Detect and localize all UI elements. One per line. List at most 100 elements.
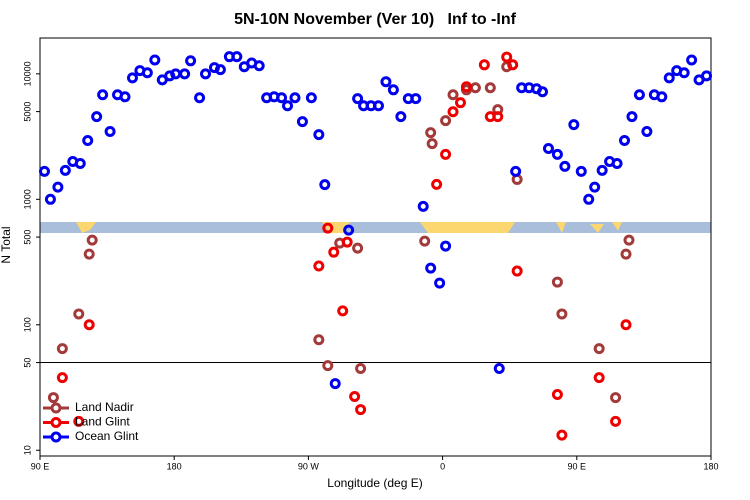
scatter-point xyxy=(170,68,182,80)
scatter-point xyxy=(419,235,431,247)
legend-label: Ocean Glint xyxy=(75,429,139,443)
scatter-point xyxy=(568,119,580,131)
scatter-point xyxy=(417,200,429,212)
scatter-point xyxy=(141,67,153,79)
chart-title: 5N-10N November (Ver 10) Inf to -Inf xyxy=(234,11,517,28)
scatter-point xyxy=(620,319,632,331)
scatter-point xyxy=(387,84,399,96)
legend-marker xyxy=(50,402,62,414)
scatter-point xyxy=(395,111,407,123)
scatter-point xyxy=(478,59,490,71)
scatter-point xyxy=(83,248,95,260)
y-tick-label: 5000 xyxy=(22,102,32,122)
scatter-point xyxy=(440,148,452,160)
scatter-point xyxy=(322,360,334,372)
scatter-point xyxy=(56,343,68,355)
scatter-point xyxy=(97,89,109,101)
scatter-point xyxy=(119,91,131,103)
scatter-point xyxy=(593,343,605,355)
scatter-point xyxy=(440,115,452,127)
legend-label: Land Nadir xyxy=(75,400,134,414)
y-tick-label: 100 xyxy=(22,317,32,332)
scatter-point xyxy=(313,334,325,346)
scatter-point xyxy=(44,193,56,205)
scatter-point xyxy=(575,165,587,177)
scatter-point xyxy=(425,262,437,274)
scatter-point xyxy=(559,160,571,172)
scatter-point xyxy=(492,111,504,123)
x-axis-label: Longitude (deg E) xyxy=(327,476,422,490)
scatter-point xyxy=(678,67,690,79)
scatter-point xyxy=(289,92,301,104)
scatter-point xyxy=(313,129,325,141)
scatter-point xyxy=(434,277,446,289)
scatter-point xyxy=(149,54,161,66)
y-axis-label: N Total xyxy=(0,226,13,263)
scatter-point xyxy=(493,363,505,375)
scatter-point xyxy=(47,392,59,404)
scatter-point xyxy=(511,265,523,277)
x-tick-label: 0 xyxy=(440,461,445,471)
scatter-point xyxy=(52,181,64,193)
scatter-point xyxy=(551,389,563,401)
scatter-point xyxy=(454,97,466,109)
y-tick-label: 1000 xyxy=(22,189,32,209)
scatter-point xyxy=(686,54,698,66)
y-tick-label: 50 xyxy=(22,358,32,368)
scatter-point xyxy=(620,248,632,260)
scatter-point xyxy=(656,91,668,103)
scatter-point xyxy=(447,89,459,101)
scatter-point xyxy=(313,260,325,272)
x-tick-label: 180 xyxy=(703,461,718,471)
scatter-point xyxy=(56,372,68,384)
scatter-point xyxy=(349,391,361,403)
scatter-point xyxy=(507,59,519,71)
scatter-point xyxy=(551,276,563,288)
scatter-point xyxy=(73,415,85,427)
scatter-point xyxy=(447,106,459,118)
y-tick-label: 10000 xyxy=(22,61,32,86)
scatter-point xyxy=(343,224,355,236)
scatter-point xyxy=(214,64,226,76)
legend-marker xyxy=(50,431,62,443)
scatter-point xyxy=(126,72,138,84)
scatter-point xyxy=(352,93,364,105)
scatter-point xyxy=(596,164,608,176)
scatter-point xyxy=(484,82,496,94)
legend-label: Land Glint xyxy=(75,415,130,429)
scatter-point xyxy=(551,148,563,160)
scatter-point xyxy=(556,308,568,320)
map-strip xyxy=(40,222,711,233)
scatter-point xyxy=(355,363,367,375)
scatter-point xyxy=(510,165,522,177)
scatter-point xyxy=(231,51,243,63)
scatter-point xyxy=(328,246,340,258)
scatter-point xyxy=(501,51,513,63)
scatter-point xyxy=(583,193,595,205)
scatter-point xyxy=(380,76,392,88)
scatter-point xyxy=(633,89,645,101)
scatter-point xyxy=(663,72,675,84)
scatter-point xyxy=(460,81,472,93)
x-tick-label: 180 xyxy=(167,461,182,471)
scatter-point xyxy=(185,55,197,67)
scatter-point xyxy=(589,181,601,193)
scatter-point xyxy=(593,372,605,384)
scatter-point xyxy=(431,178,443,190)
scatter-point xyxy=(38,165,50,177)
scatter-point xyxy=(610,392,622,404)
x-tick-label: 90 W xyxy=(298,461,320,471)
scatter-point xyxy=(352,242,364,254)
scatter-point xyxy=(73,308,85,320)
scatter-point xyxy=(86,234,98,246)
scatter-point xyxy=(82,135,94,147)
scatter-point xyxy=(74,157,86,169)
scatter-point xyxy=(469,82,481,94)
land-strip xyxy=(590,224,604,233)
scatter-point xyxy=(341,236,353,248)
land-strip xyxy=(420,222,515,233)
scatter-point xyxy=(611,157,623,169)
scatter-point xyxy=(556,429,568,441)
